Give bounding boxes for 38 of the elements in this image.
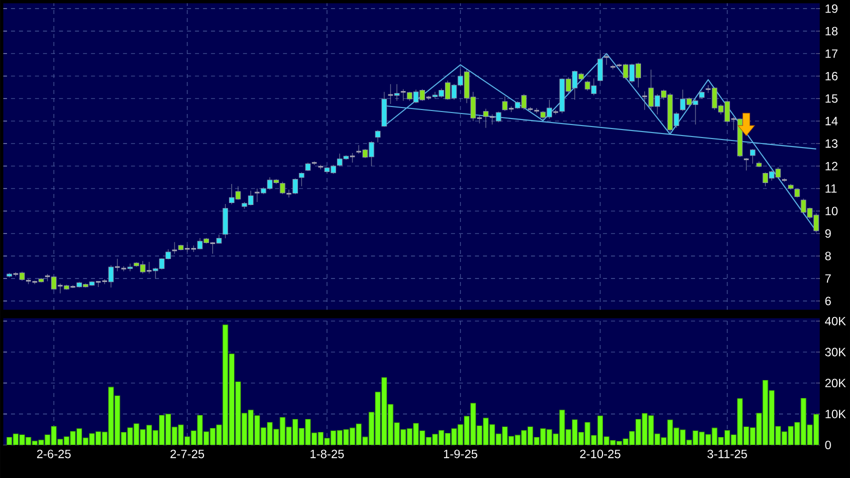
y-tick-label: 7 — [825, 274, 831, 283]
y-tick-label: 40K — [824, 316, 846, 326]
y-tick-label: 10 — [826, 206, 838, 216]
x-tick-label: 1-9-25 — [444, 450, 478, 458]
y-tick-label: 20K — [825, 378, 846, 388]
candlestick — [394, 84, 400, 102]
y-tick-label: 9 — [825, 229, 831, 238]
x-tick-label: 2-10-25 — [580, 450, 620, 458]
candlestick — [750, 148, 756, 164]
y-tick-label: 12 — [826, 162, 838, 170]
candlestick — [502, 96, 508, 112]
y-tick-label: 6 — [825, 296, 831, 306]
y-tick-label: 19 — [826, 4, 838, 13]
candlestick — [292, 178, 298, 194]
y-tick-label: 30K — [825, 348, 846, 356]
x-tick-label: 1-8-25 — [310, 450, 344, 458]
x-tick-label: 3-11-25 — [707, 450, 747, 458]
x-tick-label: 2-7-25 — [170, 450, 204, 458]
candlestick — [108, 264, 114, 288]
candlestick — [280, 182, 286, 194]
candlestick — [375, 130, 381, 143]
candlestick — [598, 53, 603, 82]
y-tick-label: 13 — [826, 139, 838, 148]
y-tick-label: 17 — [826, 49, 838, 58]
y-tick-label: 0 — [825, 440, 831, 450]
y-tick-label: 15 — [826, 94, 838, 103]
x-tick-label: 2-6-25 — [37, 450, 71, 458]
candlestick — [127, 263, 133, 272]
y-tick-label: 11 — [826, 184, 837, 193]
candlestick — [298, 172, 304, 187]
y-tick-label: 18 — [826, 26, 838, 36]
y-tick-label: 14 — [826, 116, 838, 126]
candlestick — [496, 111, 502, 122]
y-tick-label: 10K — [826, 410, 846, 418]
candlestick — [603, 53, 610, 66]
y-tick-label: 8 — [825, 252, 831, 260]
y-tick-label: 16 — [826, 72, 838, 80]
candlestick — [483, 108, 489, 128]
